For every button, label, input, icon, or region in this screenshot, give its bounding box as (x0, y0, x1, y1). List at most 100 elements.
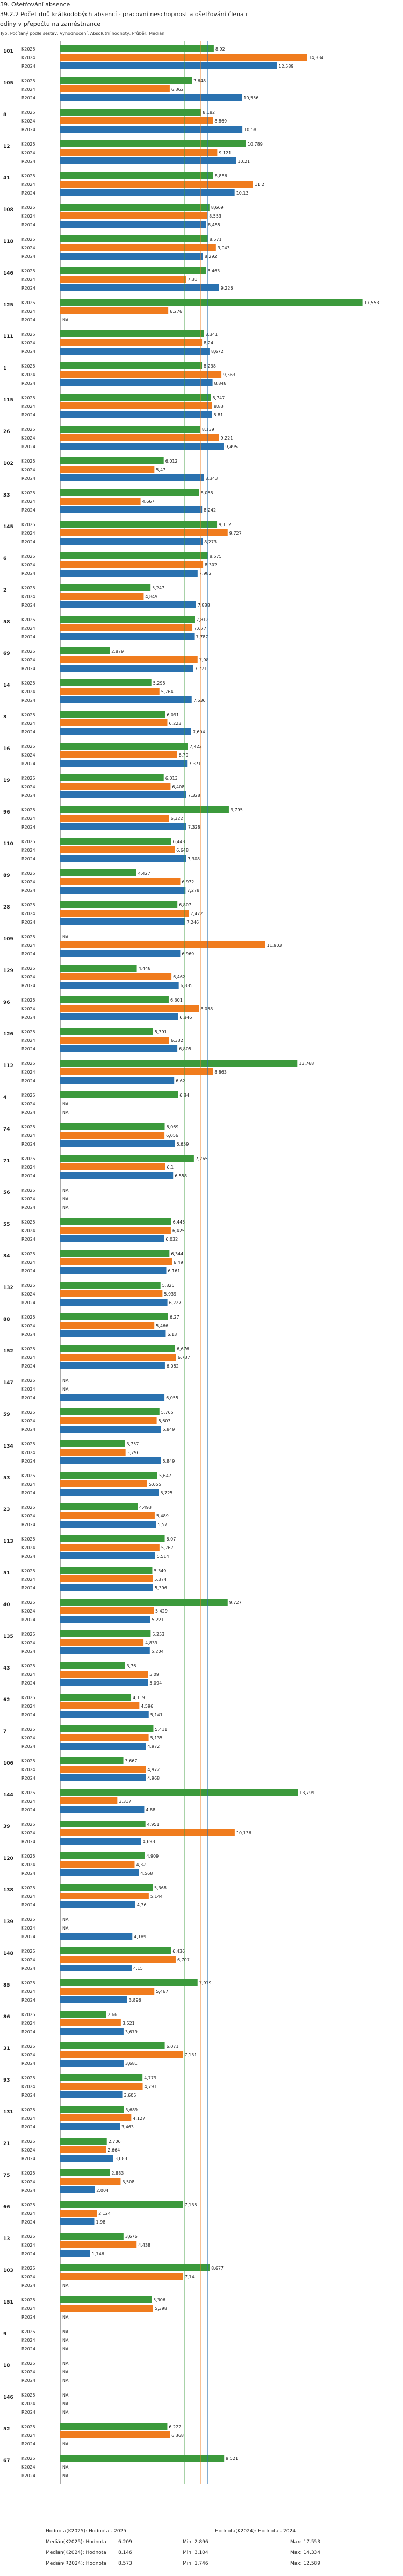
data-label: 6,091 (167, 713, 179, 717)
data-label: 8,747 (212, 395, 225, 400)
data-label: 6,707 (177, 1958, 190, 1962)
data-label: 4,127 (133, 2116, 145, 2121)
series-tick-label: K2025 (21, 1125, 35, 1129)
bar-r2024 (60, 1235, 164, 1242)
data-label: 7,812 (196, 617, 208, 622)
data-label: 9,043 (218, 246, 230, 250)
data-label: 5,204 (152, 1649, 164, 1654)
data-label: 4,596 (141, 1704, 153, 1709)
group-label: 129 (3, 968, 13, 974)
series-tick-label: R2024 (21, 2473, 35, 2478)
data-label: 3,681 (125, 2061, 138, 2066)
bar-k2025 (60, 996, 169, 1003)
series-tick-label: K2025 (21, 522, 35, 527)
na-label: NA (62, 2283, 69, 2288)
bar-k2025 (60, 2074, 143, 2081)
series-tick-label: R2024 (21, 413, 35, 418)
group-label: 102 (3, 461, 13, 466)
data-label: 9,112 (219, 522, 231, 527)
series-tick-label: K2024 (21, 1102, 35, 1106)
data-label: 6,846 (179, 1015, 192, 1020)
series-tick-label: K2024 (21, 1640, 35, 1645)
bar-r2024 (60, 760, 188, 767)
bar-k2025 (60, 806, 229, 813)
series-tick-label: K2025 (21, 934, 35, 939)
bar-r2024 (60, 506, 203, 513)
series-tick-label: R2024 (21, 2188, 35, 2193)
group-label: 96 (3, 810, 10, 815)
data-label: 7,604 (193, 730, 205, 735)
bar-k2025 (60, 1218, 171, 1225)
bar-k2024 (60, 846, 175, 853)
data-label: 4,88 (146, 1808, 155, 1812)
group-label: 113 (3, 1539, 13, 1544)
data-label: 4,667 (142, 499, 155, 504)
data-label: 5,514 (157, 1554, 169, 1559)
bar-r2024 (60, 601, 196, 608)
data-label: 5,47 (156, 467, 165, 472)
series-tick-label: R2024 (21, 1681, 35, 1686)
series-tick-label: R2024 (21, 2093, 35, 2098)
series-tick-label: K2025 (21, 1505, 35, 1510)
data-label: 2,124 (98, 2211, 111, 2216)
group-label: 112 (3, 1063, 13, 1069)
data-label: 8,292 (205, 254, 217, 259)
series-tick-label: K2024 (21, 87, 35, 92)
legend-median-k2024-value: 8.146 (118, 2550, 132, 2556)
series-tick-label: K2024 (21, 467, 35, 472)
bar-k2025 (60, 2423, 168, 2430)
bar-r2024 (60, 348, 210, 355)
data-label: 6,055 (166, 1395, 178, 1400)
series-tick-label: R2024 (21, 2030, 35, 2034)
bar-k2024 (60, 2210, 97, 2217)
series-tick-label: K2025 (21, 1030, 35, 1034)
data-label: 2,883 (111, 2171, 124, 2176)
group-label: 40 (3, 1602, 10, 1608)
bar-r2024 (60, 1077, 175, 1084)
data-label: 3,317 (119, 1799, 131, 1804)
data-label: 8,677 (211, 2266, 224, 2271)
data-label: 4,427 (138, 871, 150, 876)
data-label: 11,903 (267, 943, 282, 948)
data-label: 2,879 (111, 649, 124, 654)
bar-k2025 (60, 2455, 225, 2462)
series-tick-label: K2025 (21, 1822, 35, 1827)
na-label: NA (62, 2442, 69, 2447)
series-tick-label: K2024 (21, 1197, 35, 1201)
data-label: 10,58 (244, 127, 256, 132)
series-tick-label: R2024 (21, 793, 35, 798)
series-tick-label: R2024 (21, 159, 35, 164)
data-label: 8,302 (205, 563, 217, 567)
bar-r2024 (60, 2250, 90, 2257)
bar-r2024 (60, 157, 236, 164)
series-tick-label: K2024 (21, 1355, 35, 1360)
bar-k2025 (60, 552, 208, 559)
data-label: 10,556 (243, 96, 258, 100)
bar-k2024 (60, 973, 172, 980)
bar-k2025 (60, 2106, 124, 2113)
data-label: 8,669 (211, 205, 224, 210)
bar-k2024 (60, 1290, 163, 1297)
series-tick-label: K2024 (21, 2021, 35, 2026)
bar-k2024 (60, 719, 168, 726)
series-tick-label: K2024 (21, 1260, 35, 1265)
data-label: 6,069 (167, 1125, 179, 1129)
data-label: 9,363 (223, 372, 235, 377)
group-label: 126 (3, 1032, 13, 1037)
data-label: 5,141 (150, 1712, 163, 1717)
data-label: 6,448 (173, 839, 185, 844)
data-label: 6,737 (178, 1355, 190, 1360)
series-tick-label: K2025 (21, 174, 35, 178)
bar-k2024 (60, 1702, 140, 1709)
series-tick-label: R2024 (21, 952, 35, 956)
bar-k2024 (60, 2114, 132, 2121)
bar-r2024 (60, 1140, 175, 1147)
series-tick-label: R2024 (21, 1744, 35, 1749)
data-label: 7,328 (188, 793, 200, 798)
bar-k2025 (60, 362, 203, 369)
data-label: 5,603 (159, 1419, 171, 1423)
legend-median-k2024: Medián(K2024): Hodnota (46, 2550, 106, 2556)
bar-k2024 (60, 2431, 170, 2438)
series-tick-label: R2024 (21, 1332, 35, 1337)
series-tick-label: K2024 (21, 1577, 35, 1582)
